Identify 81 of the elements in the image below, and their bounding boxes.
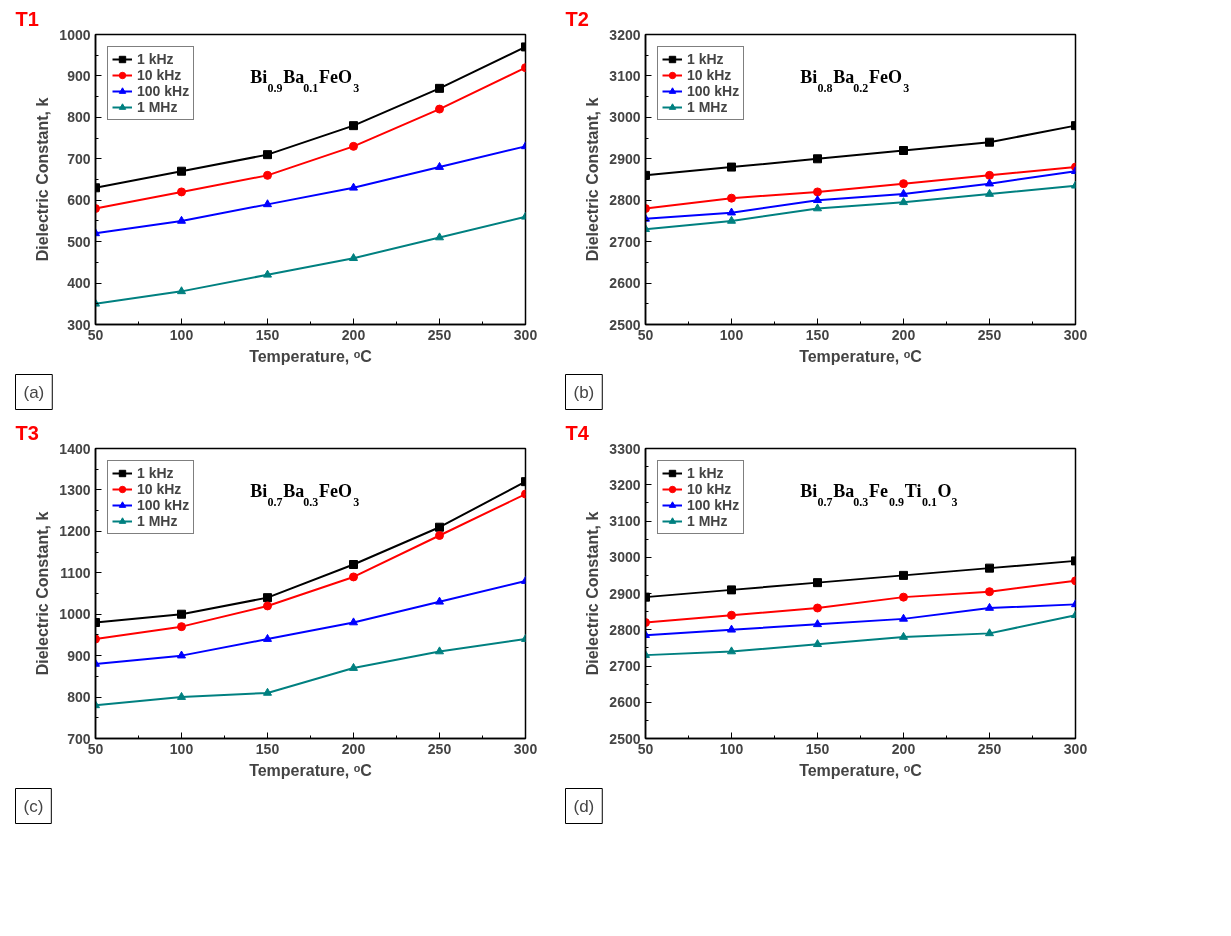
x-tick-label: 150 — [255, 326, 280, 343]
chart-title: T4 — [565, 421, 590, 444]
y-tick-label: 3000 — [609, 549, 641, 566]
y-tick-label: 900 — [67, 647, 91, 664]
x-tick-label: 200 — [341, 326, 366, 343]
x-tick-label: 250 — [977, 326, 1002, 343]
y-tick-label: 1300 — [59, 481, 91, 498]
y-tick-label: 800 — [67, 689, 91, 706]
y-tick-label: 1200 — [59, 523, 91, 540]
text: (c) — [23, 796, 44, 816]
legend-label: 100 kHz — [687, 83, 740, 99]
y-tick-label: 2700 — [609, 658, 641, 674]
x-axis-title: Temperature, ᵒC — [799, 347, 923, 365]
y-axis-title: Dielectric Constant, k — [34, 97, 52, 262]
x-tick-label: 300 — [513, 326, 538, 343]
x-tick-label: 100 — [719, 326, 744, 343]
y-tick-label: 3300 — [609, 440, 641, 457]
x-tick-label: 100 — [169, 326, 194, 343]
legend-label: 10 kHz — [687, 481, 732, 497]
y-axis-title: Dielectric Constant, k — [584, 97, 602, 262]
legend-label: 10 kHz — [137, 67, 182, 83]
y-tick-label: 500 — [67, 233, 91, 250]
legend-label: 1 kHz — [687, 51, 724, 67]
text: (d) — [573, 796, 595, 816]
x-tick-label: 250 — [427, 740, 452, 757]
y-tick-label: 900 — [67, 67, 91, 84]
legend-label: 100 kHz — [687, 497, 740, 513]
y-tick-label: 800 — [67, 109, 91, 126]
y-tick-label: 3200 — [609, 26, 641, 43]
y-tick-label: 1000 — [59, 26, 91, 43]
x-tick-label: 200 — [891, 326, 916, 343]
legend-label: 1 kHz — [137, 465, 174, 481]
y-tick-label: 2700 — [609, 233, 641, 250]
y-tick-label: 2900 — [609, 585, 641, 602]
chart-title: T3 — [15, 421, 39, 444]
y-tick-label: 3200 — [609, 476, 641, 493]
y-tick-label: 3100 — [609, 67, 641, 84]
y-axis-title: Dielectric Constant, k — [584, 511, 602, 676]
x-tick-label: 150 — [805, 326, 830, 343]
x-tick-label: 250 — [427, 326, 452, 343]
x-tick-label: 100 — [169, 740, 194, 757]
legend-label: 10 kHz — [687, 67, 732, 83]
legend-label: 10 kHz — [137, 481, 182, 497]
legend-label: 1 MHz — [687, 513, 728, 529]
y-axis-title: Dielectric Constant, k — [34, 511, 52, 676]
chart-title: T1 — [15, 7, 39, 30]
legend-label: 100 kHz — [137, 83, 190, 99]
legend-label: 100 kHz — [137, 497, 190, 513]
x-tick-label: 300 — [1063, 326, 1088, 343]
chart-title: T2 — [565, 7, 589, 30]
legend-label: 1 kHz — [687, 465, 724, 481]
text: (a) — [23, 382, 45, 402]
x-axis-title: Temperature, ᵒC — [249, 347, 373, 365]
x-tick-label: 150 — [255, 740, 280, 757]
y-tick-label: 2800 — [609, 192, 641, 209]
text: (b) — [573, 382, 595, 402]
y-tick-label: 400 — [67, 275, 91, 292]
x-tick-label: 300 — [1063, 740, 1088, 757]
x-axis-title: Temperature, ᵒC — [799, 761, 923, 779]
y-tick-label: 2900 — [609, 150, 641, 167]
legend-label: 1 MHz — [137, 99, 178, 115]
x-tick-label: 200 — [891, 740, 916, 757]
x-tick-label: 300 — [513, 740, 538, 757]
legend-label: 1 kHz — [137, 51, 174, 67]
y-tick-label: 1000 — [59, 606, 91, 623]
x-tick-label: 100 — [719, 740, 744, 757]
y-tick-label: 700 — [67, 150, 91, 167]
y-tick-label: 2600 — [609, 275, 641, 292]
y-tick-label: 1400 — [59, 440, 91, 457]
y-tick-label: 3100 — [609, 513, 641, 529]
y-tick-label: 2600 — [609, 694, 641, 711]
x-tick-label: 200 — [341, 740, 366, 757]
y-tick-label: 3000 — [609, 109, 641, 126]
y-tick-label: 1100 — [60, 564, 91, 581]
x-axis-title: Temperature, ᵒC — [249, 761, 373, 779]
y-tick-label: 2800 — [609, 621, 641, 638]
y-tick-label: 600 — [67, 192, 91, 209]
x-tick-label: 150 — [805, 740, 830, 757]
x-tick-label: 250 — [977, 740, 1002, 757]
legend-label: 1 MHz — [687, 99, 728, 115]
legend-label: 1 MHz — [137, 513, 178, 529]
